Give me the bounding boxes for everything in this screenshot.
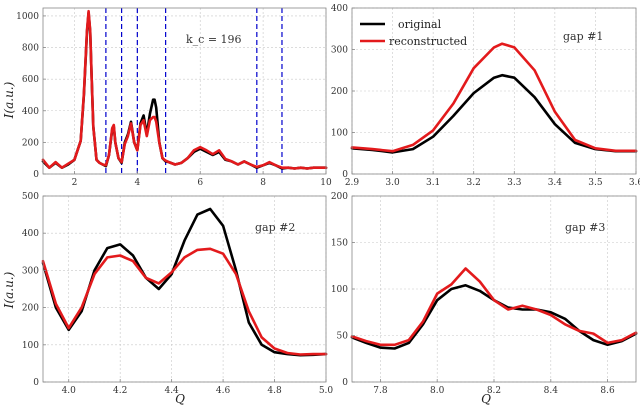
legend-label-original: original	[398, 18, 442, 31]
y-tick-label: 1000	[16, 12, 39, 22]
panel-title-gap-3: gap #3	[565, 221, 605, 234]
x-tick-label: 3.6	[629, 178, 640, 188]
y-tick-label: 100	[22, 341, 39, 351]
x-tick-label: 3.1	[426, 178, 440, 188]
y-tick-label: 300	[331, 46, 348, 56]
panel-full-spectrum: 2 4 6 8 10 0 200 400 600 800 1000	[16, 7, 332, 188]
x-tick-label: 8.2	[487, 386, 501, 396]
x-tick-label: 2.9	[345, 178, 360, 188]
x-tick-label: 4.8	[267, 386, 282, 396]
y-tick-label: 600	[22, 75, 39, 85]
y-tick-label: 100	[331, 129, 348, 139]
x-tick-label: 3.5	[588, 178, 603, 188]
y-tick-label: 200	[22, 304, 39, 314]
y-tick-label: 800	[22, 44, 39, 54]
y-axis-label-top: I(a.u.)	[2, 81, 16, 119]
y-tick-label: 400	[22, 229, 39, 239]
x-tick-label: 8.0	[430, 386, 445, 396]
panel-gap-2: 4.0 4.2 4.4 4.6 4.8 5.0 0 100 200 300 400 500	[22, 192, 334, 396]
x-tick-label: 4.0	[62, 386, 77, 396]
y-tick-label: 200	[22, 138, 39, 148]
y-tick-label: 300	[22, 266, 39, 276]
x-tick-label: 3.2	[467, 178, 481, 188]
x-axis-label-left: Q	[175, 392, 185, 406]
series-line-reconstructed	[41, 9, 328, 170]
x-axis-label-right: Q	[481, 392, 491, 406]
x-tick-label: 7.8	[373, 386, 388, 396]
y-tick-label: 400	[22, 107, 39, 117]
x-tick-label: 3.4	[548, 178, 563, 188]
x-tick-label: 10	[320, 178, 332, 188]
plot-frame	[42, 7, 327, 175]
x-tick-label: 5.0	[319, 386, 334, 396]
x-tick-label: 4.2	[113, 386, 127, 396]
series-line-reconstructed	[350, 267, 638, 347]
panel-title-gap-2: gap #2	[255, 221, 295, 234]
panel-gap-1: 2.9 3.0 3.1 3.2 3.3 3.4 3.5 3.6 0 100 200 300 400	[331, 4, 640, 188]
series-line-reconstructed	[41, 247, 328, 356]
kc-annotation: k_c = 196	[186, 33, 242, 46]
series-line-reconstructed	[350, 42, 638, 153]
y-tick-label: 0	[33, 170, 39, 180]
y-tick-label: 50	[337, 332, 349, 342]
y-tick-label: 150	[331, 239, 348, 249]
y-tick-label: 0	[342, 170, 348, 180]
legend-label-reconstructed: reconstructed	[389, 35, 467, 48]
y-tick-label: 100	[331, 285, 348, 295]
y-axis-label-bottom: I(a.u.)	[2, 271, 16, 309]
x-tick-label: 8	[260, 178, 266, 188]
series-line-original	[350, 73, 638, 154]
x-tick-label: 8.6	[600, 386, 615, 396]
y-tick-label: 500	[22, 192, 39, 202]
legend: original reconstructed	[360, 18, 467, 48]
x-tick-label: 8.4	[544, 386, 559, 396]
x-tick-label: 6	[197, 178, 203, 188]
panel-gap-3: 7.8 8.0 8.2 8.4 8.6 0 50 100 150 200	[331, 192, 638, 396]
x-tick-label: 3.3	[507, 178, 522, 188]
y-tick-label: 0	[33, 378, 39, 388]
plot-frame	[42, 195, 327, 383]
y-tick-label: 200	[331, 87, 348, 97]
y-tick-label: 400	[331, 4, 348, 14]
x-tick-label: 4.6	[216, 386, 231, 396]
x-tick-label: 2	[72, 178, 78, 188]
y-tick-label: 0	[342, 378, 348, 388]
x-tick-label: 3.0	[385, 178, 400, 188]
panel-title-gap-1: gap #1	[563, 30, 603, 43]
y-tick-label: 200	[331, 192, 348, 202]
x-tick-label: 4	[134, 178, 140, 188]
x-tick-label: 4.4	[164, 386, 179, 396]
